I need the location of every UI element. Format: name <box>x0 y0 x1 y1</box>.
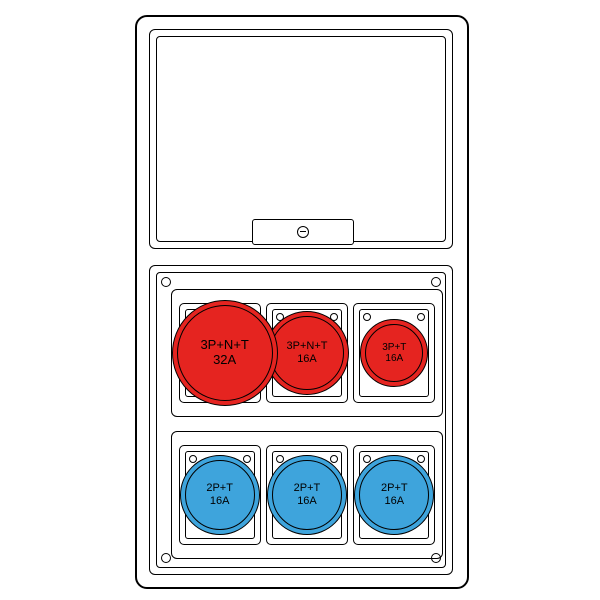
socket-row-top: 3P+N+T32A3P+N+T16A3P+T16A <box>171 289 443 417</box>
socket-slot: 2P+T16A <box>266 445 348 545</box>
socket-config-label: 2P+T <box>381 482 408 495</box>
socket-config-label: 3P+N+T <box>287 340 328 353</box>
socket-config-label: 2P+T <box>206 482 233 495</box>
socket-current-label: 16A <box>385 495 405 508</box>
socket-current-label: 16A <box>297 353 317 366</box>
socket-current-label: 16A <box>297 495 317 508</box>
socket-panel: 3P+N+T32A3P+N+T16A3P+T16A 2P+T16A2P+T16A… <box>149 265 453 575</box>
screw-icon <box>161 277 171 287</box>
socket-current-label: 16A <box>210 495 230 508</box>
socket-current-label: 16A <box>385 353 403 365</box>
screw-icon <box>431 277 441 287</box>
socket-panel-inner: 3P+N+T32A3P+N+T16A3P+T16A 2P+T16A2P+T16A… <box>156 272 446 568</box>
socket-current-label: 32A <box>213 353 236 368</box>
screw-icon <box>243 455 251 463</box>
screw-icon <box>161 553 171 563</box>
socket-slot: 3P+T16A <box>353 303 435 403</box>
cee-socket: 2P+T16A <box>180 455 260 535</box>
cee-socket: 3P+T16A <box>360 319 428 387</box>
cee-socket: 2P+T16A <box>354 455 434 535</box>
socket-slot: 3P+N+T32A <box>179 303 261 403</box>
latch-screw-icon <box>297 226 309 238</box>
socket-slot: 2P+T16A <box>179 445 261 545</box>
panel-latch <box>242 217 362 245</box>
socket-config-label: 2P+T <box>294 482 321 495</box>
socket-row-bottom: 2P+T16A2P+T16A2P+T16A <box>171 431 443 559</box>
socket-slot: 2P+T16A <box>353 445 435 545</box>
breaker-panel-inner <box>156 36 446 242</box>
socket-config-label: 3P+T <box>382 342 406 354</box>
screw-icon <box>330 455 338 463</box>
latch-body <box>252 219 354 245</box>
socket-slot: 3P+N+T16A <box>266 303 348 403</box>
distribution-box: 3P+N+T32A3P+N+T16A3P+T16A 2P+T16A2P+T16A… <box>135 15 469 589</box>
socket-config-label: 3P+N+T <box>200 338 248 353</box>
cee-socket: 3P+N+T32A <box>172 300 278 406</box>
breaker-panel <box>149 29 453 249</box>
cee-socket: 2P+T16A <box>267 455 347 535</box>
